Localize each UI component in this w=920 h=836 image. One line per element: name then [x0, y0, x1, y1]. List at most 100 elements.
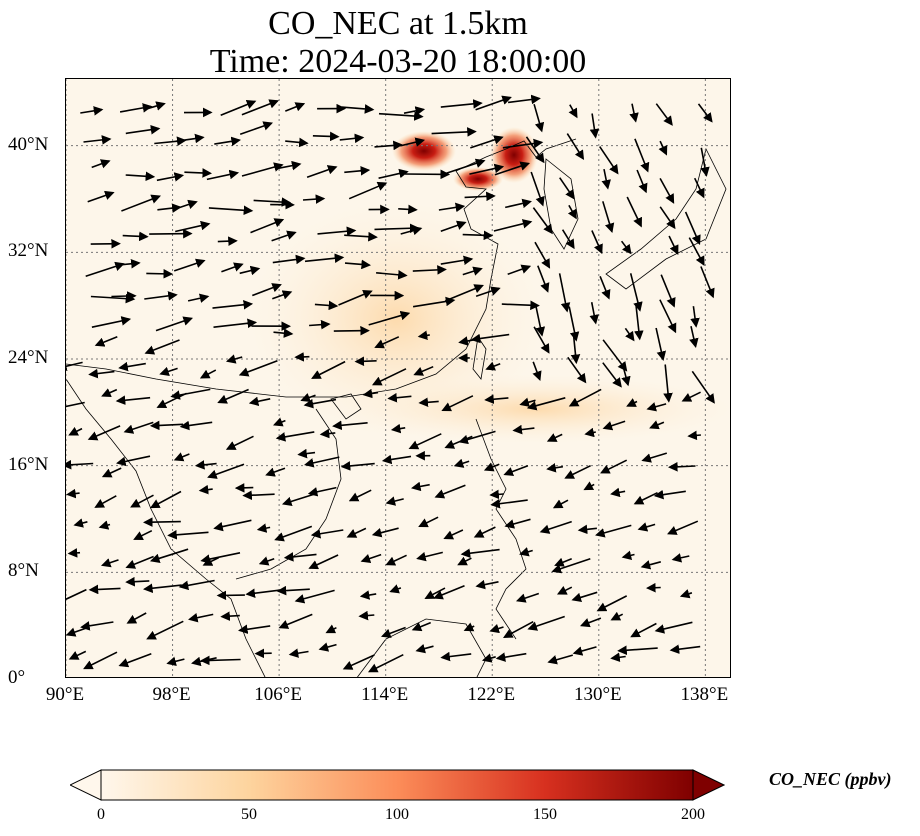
wind-arrow: [654, 621, 693, 634]
wind-arrow: [566, 133, 585, 161]
wind-arrow: [304, 456, 340, 468]
wind-arrow: [274, 525, 313, 542]
coastline-japan: [605, 147, 727, 290]
wind-arrow: [167, 529, 209, 540]
wind-arrow: [170, 388, 211, 400]
wind-arrow: [374, 223, 420, 234]
wind-arrow: [253, 197, 292, 207]
wind-arrow: [125, 171, 156, 182]
wind-arrow: [551, 557, 591, 574]
wind-arrow: [374, 140, 403, 151]
wind-arrow: [418, 397, 439, 408]
wind-arrow: [333, 325, 370, 336]
wind-arrow: [156, 392, 187, 409]
wind-arrow: [348, 489, 372, 502]
wind-arrow: [572, 646, 597, 656]
wind-arrow: [307, 486, 337, 497]
wind-arrow: [589, 113, 600, 139]
wind-arrow: [362, 388, 379, 399]
wind-arrow: [144, 339, 180, 355]
wind-arrow: [381, 454, 412, 465]
wind-arrow: [457, 556, 472, 566]
wind-arrow: [125, 555, 154, 569]
wind-arrow: [679, 589, 693, 599]
wind-arrow: [118, 361, 146, 372]
wind-arrow: [67, 548, 81, 558]
colorbar-label: CO_NEC (ppbv): [769, 769, 892, 789]
wind-arrow: [281, 492, 316, 507]
wind-arrow: [438, 202, 466, 213]
wind-arrow: [133, 529, 153, 540]
wind-arrow: [688, 237, 705, 267]
wind-arrow: [241, 162, 284, 177]
wind-arrow: [441, 395, 474, 412]
wind-arrow: [155, 316, 194, 332]
wind-arrow: [83, 135, 112, 145]
wind-arrow: [318, 642, 337, 652]
wind-arrow: [119, 103, 153, 113]
wind-arrow: [489, 489, 504, 500]
wind-arrow: [85, 261, 125, 277]
y-tick-label: 0°: [8, 667, 26, 688]
wind-arrow: [238, 359, 278, 377]
wind-arrow: [272, 254, 306, 265]
wind-arrow: [546, 463, 564, 473]
wind-arrow: [212, 299, 254, 310]
wind-arrow: [630, 622, 657, 638]
wind-arrow: [188, 612, 214, 623]
islands-philippines: [475, 418, 527, 640]
wind-arrow: [633, 491, 658, 505]
wind-arrow: [684, 211, 701, 245]
wind-arrow: [294, 589, 335, 604]
wind-arrow: [314, 300, 339, 311]
wind-arrow: [464, 191, 496, 202]
wind-arrow: [149, 548, 189, 563]
wind-arrow: [561, 229, 575, 250]
wind-arrow: [660, 274, 676, 308]
wind-arrow: [532, 207, 553, 235]
wind-arrow: [443, 529, 464, 540]
colorbar-gradient: [100, 769, 694, 801]
x-tick-label: 98°E: [152, 684, 191, 705]
wind-arrow: [568, 388, 602, 407]
hotspot-bohai: [453, 167, 503, 191]
wind-arrow: [94, 495, 117, 508]
wind-arrow: [700, 266, 715, 299]
wind-arrow: [668, 462, 696, 472]
colorbar-tick-label: 100: [385, 806, 409, 823]
wind-arrow: [610, 652, 626, 663]
wind-arrow: [238, 624, 271, 634]
wind-arrow: [101, 388, 118, 398]
wind-arrow: [98, 520, 111, 530]
wind-arrow: [166, 656, 185, 666]
wind-arrow: [600, 459, 628, 474]
wind-arrow: [596, 595, 628, 612]
wind-arrow: [646, 582, 661, 593]
wind-arrow: [194, 460, 217, 470]
wind-arrow: [111, 291, 137, 301]
wind-arrow: [342, 654, 375, 670]
wind-arrow: [288, 648, 309, 658]
wind-arrow: [508, 94, 541, 105]
wind-arrow: [374, 336, 400, 349]
wind-arrow: [319, 428, 336, 439]
wind-arrow: [602, 201, 615, 234]
wind-arrow: [371, 368, 407, 386]
wind-arrow: [273, 417, 286, 427]
wind-arrow: [440, 255, 474, 266]
wind-arrow: [302, 194, 326, 204]
wind-arrow: [245, 588, 281, 598]
wind-arrow: [637, 522, 656, 532]
wind-arrow: [175, 220, 211, 233]
wind-vectors: [66, 94, 715, 673]
wind-arrow: [146, 620, 184, 640]
wind-arrow: [493, 219, 533, 232]
wind-arrow: [344, 231, 378, 242]
wind-arrow: [332, 420, 368, 431]
wind-arrow: [258, 556, 275, 566]
wind-arrow: [378, 111, 424, 121]
wind-arrow: [504, 518, 531, 529]
wind-arrow: [552, 499, 569, 509]
map-canvas: [66, 79, 730, 677]
wind-arrow: [146, 101, 166, 111]
